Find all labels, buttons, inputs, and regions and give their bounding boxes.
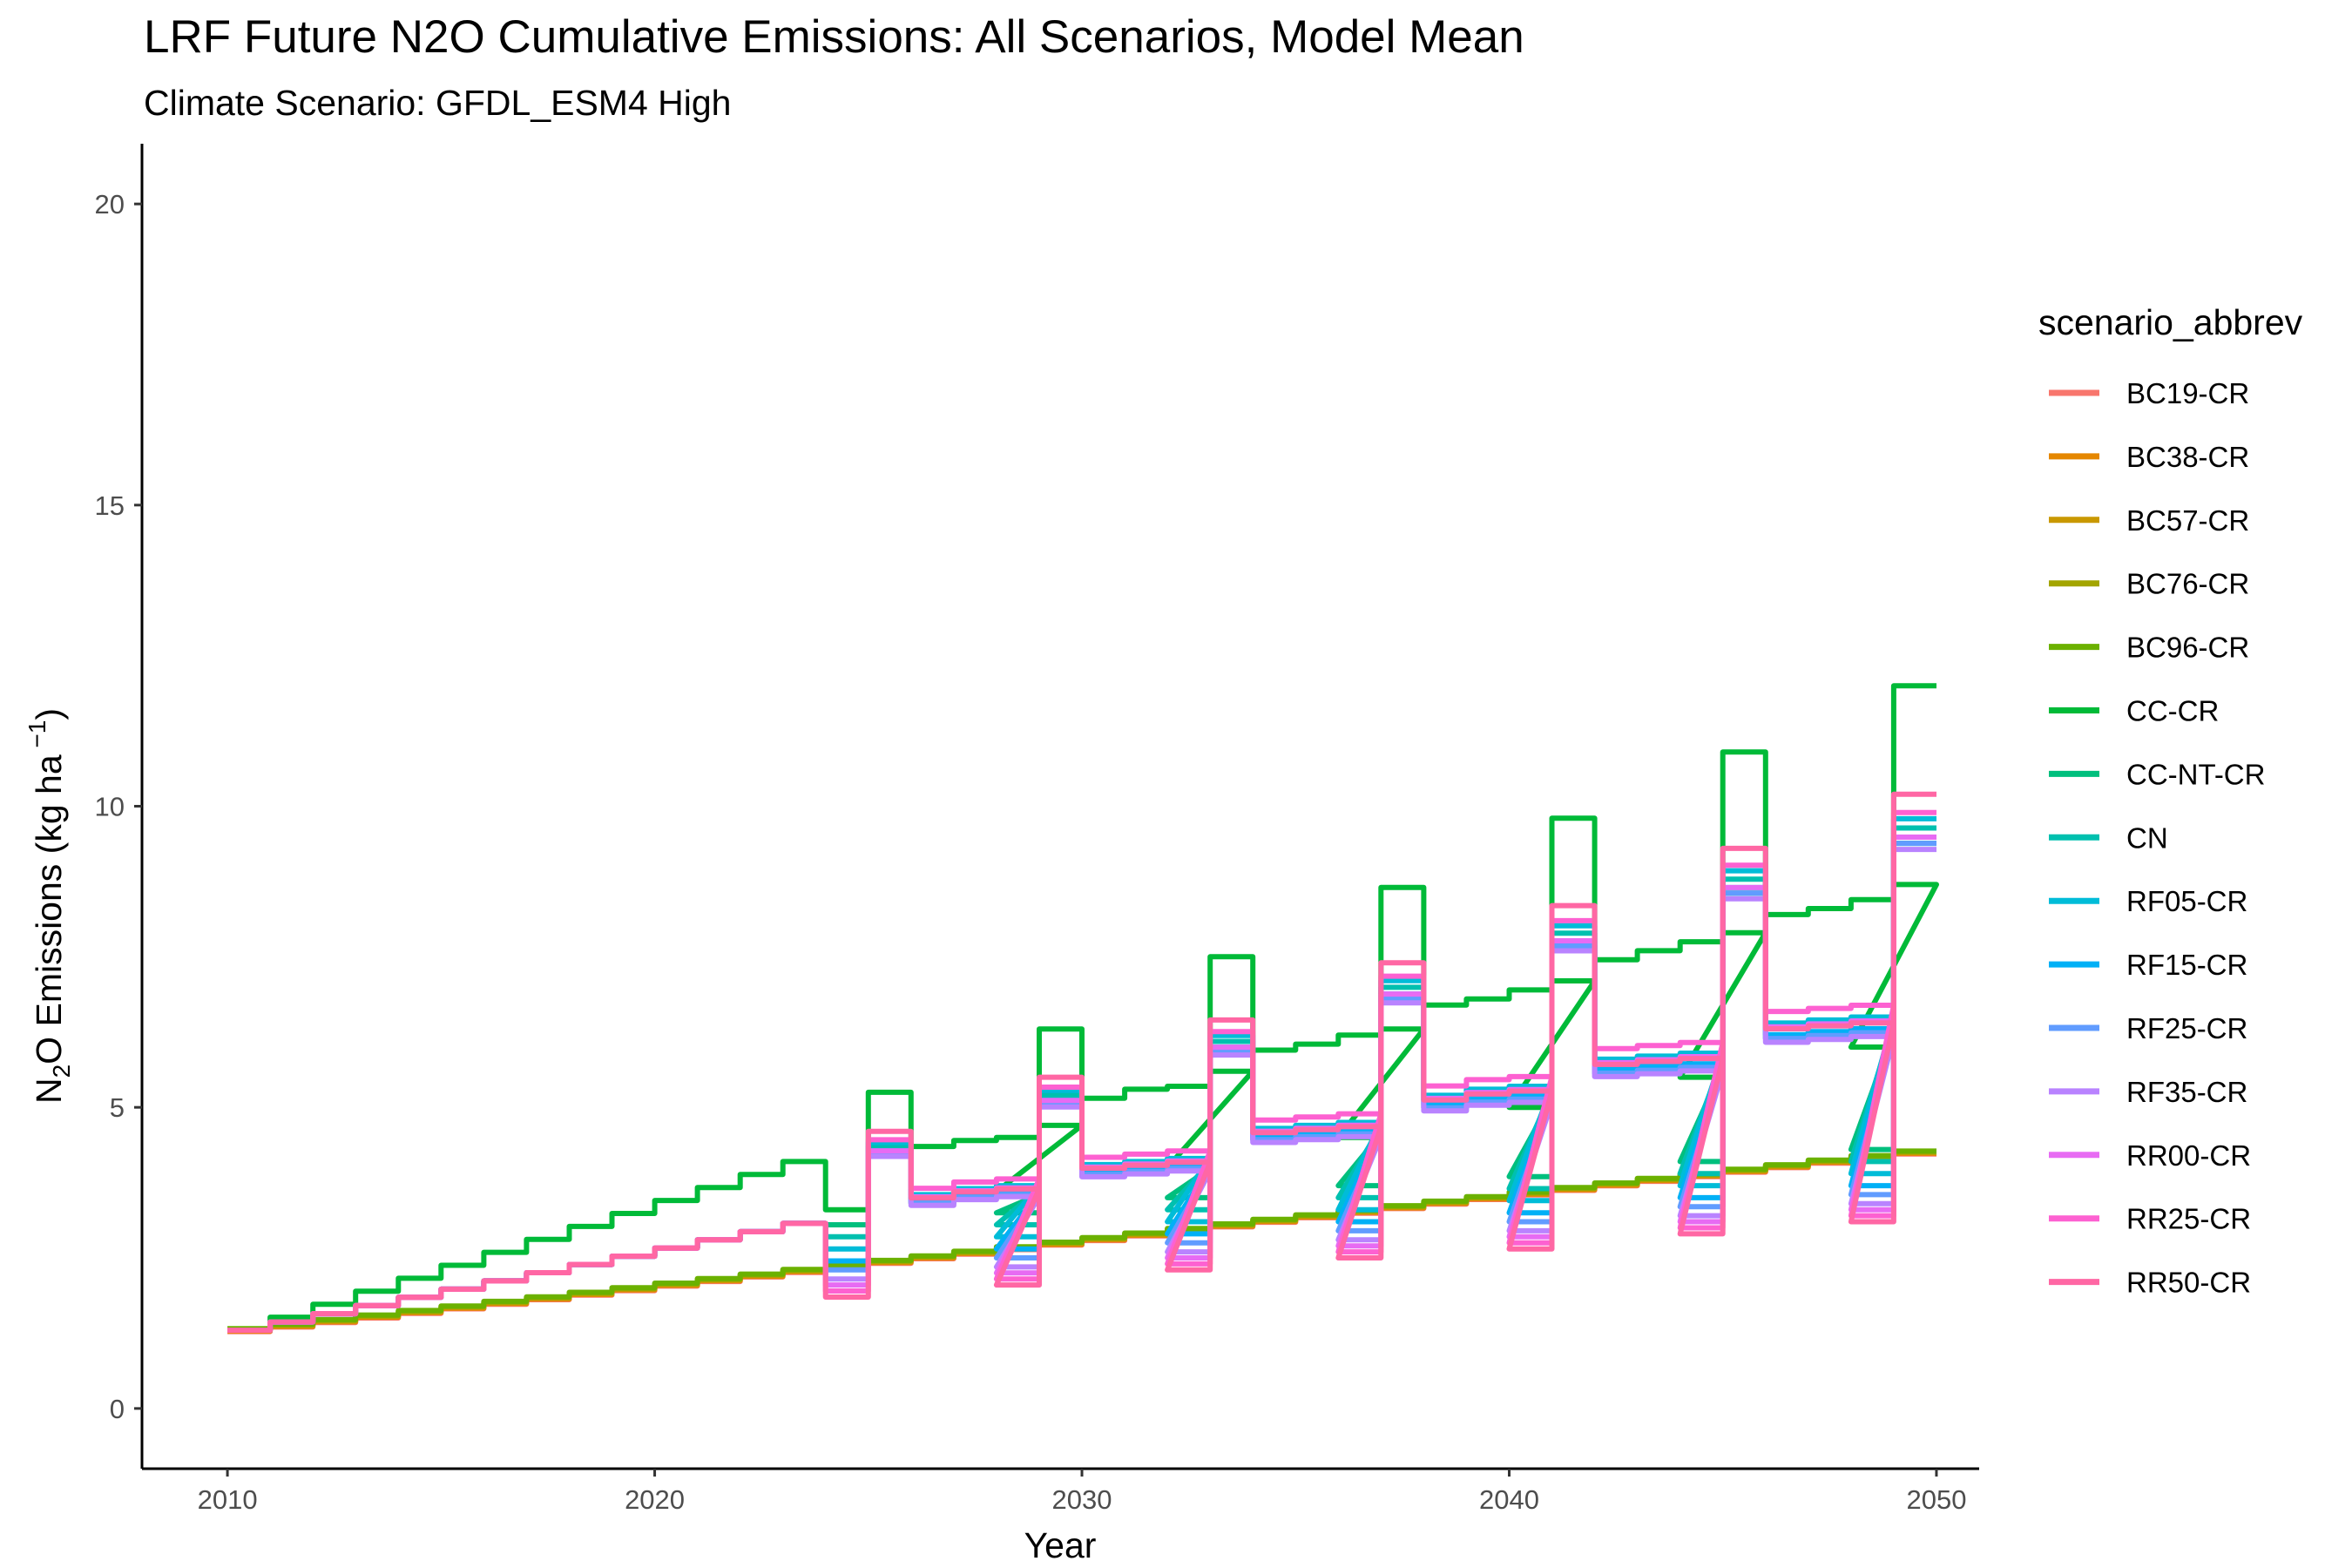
legend-label: BC38-CR bbox=[2126, 441, 2249, 473]
x-tick-label: 2040 bbox=[1479, 1484, 1539, 1515]
legend-label: RR25-CR bbox=[2126, 1203, 2251, 1235]
x-axis-title: Year bbox=[1024, 1525, 1097, 1565]
y-tick-label: 5 bbox=[110, 1092, 125, 1123]
x-tick-label: 2020 bbox=[625, 1484, 685, 1515]
y-tick-label: 20 bbox=[95, 189, 125, 220]
series-line bbox=[227, 1148, 1936, 1332]
legend-label: RF25-CR bbox=[2126, 1012, 2247, 1044]
legend-label: RF05-CR bbox=[2126, 885, 2247, 917]
legend-label: CN bbox=[2126, 821, 2168, 854]
x-axis-ticks: 2010 2020 2030 2040 2050 bbox=[198, 1469, 1966, 1515]
legend: BC19-CR BC38-CR BC57-CR BC76-CR BC96-CR CC-CR… bbox=[2049, 377, 2265, 1299]
chart-subtitle: Climate Scenario: GFDL_ESM4 High bbox=[144, 83, 731, 123]
legend-label: RF35-CR bbox=[2126, 1076, 2247, 1108]
y-axis-title: N2O Emissions (kg ha −1) bbox=[24, 708, 75, 1104]
legend-label: CC-NT-CR bbox=[2126, 758, 2265, 790]
x-tick-label: 2010 bbox=[198, 1484, 258, 1515]
legend-label: BC76-CR bbox=[2126, 568, 2249, 600]
legend-label: BC96-CR bbox=[2126, 632, 2249, 664]
x-tick-label: 2050 bbox=[1906, 1484, 1966, 1515]
legend-title: scenario_abbrev bbox=[2038, 302, 2303, 342]
legend-label: RR50-CR bbox=[2126, 1267, 2251, 1299]
legend-label: CC-CR bbox=[2126, 695, 2219, 727]
y-tick-label: 10 bbox=[95, 792, 125, 822]
plot-area bbox=[227, 683, 1939, 1335]
legend-label: RR00-CR bbox=[2126, 1139, 2251, 1172]
series-line bbox=[227, 791, 1936, 1333]
x-tick-label: 2030 bbox=[1052, 1484, 1112, 1515]
y-axis-ticks: 0 5 10 15 20 bbox=[95, 189, 142, 1424]
chart-title: LRF Future N2O Cumulative Emissions: All… bbox=[144, 11, 1524, 63]
legend-label: BC57-CR bbox=[2126, 504, 2249, 537]
y-tick-label: 15 bbox=[95, 490, 125, 521]
legend-label: RF15-CR bbox=[2126, 949, 2247, 981]
legend-label: BC19-CR bbox=[2126, 377, 2249, 409]
y-tick-label: 0 bbox=[110, 1394, 125, 1424]
